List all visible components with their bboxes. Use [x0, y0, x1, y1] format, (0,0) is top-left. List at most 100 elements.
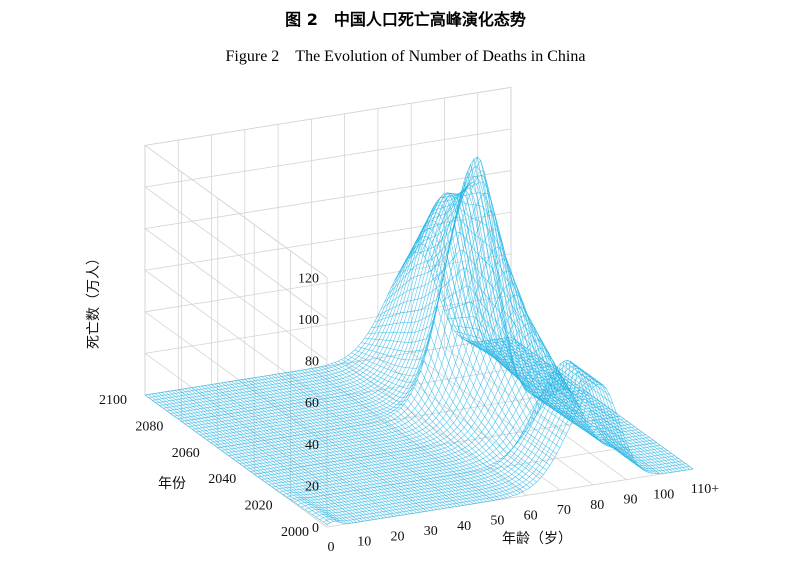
- x-tick-label: 90: [624, 493, 638, 508]
- surface-line: [357, 334, 541, 479]
- x-tick-label: 30: [424, 524, 438, 539]
- surface-line: [361, 320, 544, 475]
- surface-line: [490, 339, 674, 473]
- surface-line: [267, 375, 451, 508]
- y-tick-label: 2040: [208, 472, 236, 487]
- surface-line: [457, 334, 640, 468]
- surface-line: [410, 170, 594, 393]
- surface-line: [294, 370, 477, 504]
- surface-line: [158, 392, 341, 523]
- gridline: [144, 145, 512, 396]
- surface-line: [287, 372, 471, 505]
- surface-line: [314, 367, 497, 501]
- surface-line: [281, 373, 464, 506]
- surface-line: [261, 376, 444, 509]
- surface-line: [144, 251, 512, 396]
- surface-line: [351, 352, 534, 486]
- surface-line: [384, 208, 567, 435]
- surface-line: [307, 368, 491, 502]
- surface-line: [440, 285, 624, 434]
- surface-line: [311, 368, 494, 501]
- surface-line: [317, 366, 501, 500]
- surface-line: [470, 341, 654, 474]
- surface-line: [178, 389, 361, 522]
- surface-line: [244, 378, 427, 512]
- surface-line: [257, 376, 441, 510]
- surface-line: [211, 384, 394, 517]
- z-tick-label: 120: [298, 271, 319, 286]
- surface-line: [251, 377, 434, 511]
- surface-line: [191, 387, 374, 520]
- z-tick-label: 100: [298, 313, 319, 328]
- y-tick-label: 2060: [172, 446, 200, 461]
- surface-mesh: [144, 156, 694, 525]
- surface-line: [417, 192, 600, 390]
- x-tick-label: 60: [524, 508, 538, 523]
- surface-line: [188, 387, 371, 521]
- surface-line: [374, 256, 557, 455]
- gridline: [143, 86, 512, 337]
- surface-line: [420, 195, 604, 391]
- surface-line: [301, 369, 484, 503]
- surface-line: [444, 301, 627, 444]
- surface-line: [184, 388, 368, 521]
- surface-line: [284, 372, 467, 506]
- surface-line: [151, 393, 334, 522]
- surface-line: [500, 338, 684, 471]
- surface-line: [164, 391, 348, 524]
- surface-line: [198, 386, 381, 519]
- surface-line: [231, 381, 414, 514]
- z-tick-label: 20: [305, 479, 319, 494]
- z-axis-label: 死亡数（万人）: [86, 251, 102, 349]
- surface-line: [305, 367, 672, 510]
- surface-line: [321, 366, 504, 499]
- surface-line: [400, 159, 584, 402]
- surface-line: [168, 391, 351, 524]
- y-tick-label: 2080: [135, 419, 163, 434]
- surface-line: [208, 384, 391, 518]
- surface-line: [221, 382, 404, 516]
- surface-line: [192, 192, 559, 430]
- surface-line: [510, 336, 694, 470]
- tick-labels: 0204060801001202000202020402060208021000…: [99, 271, 719, 555]
- surface-line: [387, 193, 571, 427]
- x-tick-label: 80: [590, 498, 604, 513]
- surface-line: [437, 267, 620, 424]
- surface-line: [324, 365, 507, 498]
- surface-line: [148, 394, 331, 523]
- surface-line: [484, 340, 667, 474]
- surface-line: [337, 360, 521, 494]
- figure-title-chinese: 图 2 中国人口死亡高峰演化态势: [285, 10, 526, 29]
- surface-line: [467, 340, 650, 474]
- surface-line: [291, 371, 474, 505]
- x-tick-label: 110+: [691, 482, 719, 497]
- surface-line: [334, 362, 517, 495]
- surface-line: [264, 375, 447, 509]
- surface-line: [254, 377, 437, 510]
- surface-line: [154, 393, 338, 522]
- surface-line: [194, 386, 378, 520]
- surface-line: [327, 364, 511, 497]
- surface-line: [221, 174, 588, 451]
- surface-line: [487, 340, 670, 473]
- z-tick-label: 60: [305, 396, 319, 411]
- x-tick-label: 10: [357, 535, 371, 550]
- surface-line: [297, 370, 481, 503]
- y-tick-label: 2100: [99, 393, 127, 408]
- surface-line: [228, 381, 411, 515]
- surface-line: [507, 337, 690, 470]
- z-tick-label: 80: [305, 355, 319, 370]
- surface-line: [224, 382, 408, 515]
- surface-line: [480, 341, 664, 474]
- gridline: [410, 103, 594, 486]
- surface-line: [218, 383, 401, 516]
- gridline: [444, 97, 627, 480]
- surface-line: [271, 374, 454, 508]
- x-tick-label: 50: [490, 514, 504, 529]
- z-tick-label: 0: [312, 521, 319, 536]
- surface-line: [474, 341, 657, 474]
- y-axis-label: 年份: [158, 476, 186, 492]
- surface-line: [504, 337, 687, 471]
- surface-line: [344, 357, 527, 490]
